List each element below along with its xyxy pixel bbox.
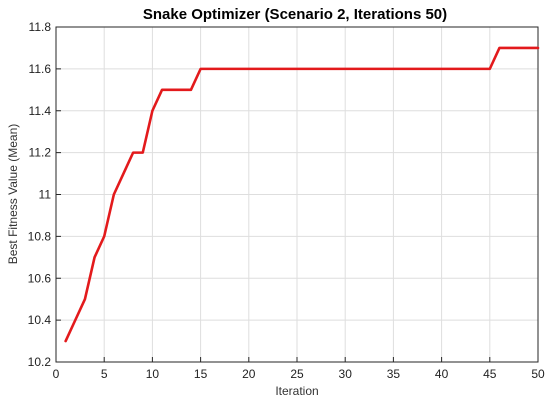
- x-tick-label: 0: [53, 367, 60, 381]
- x-tick-label: 25: [290, 367, 304, 381]
- y-tick-label: 11.4: [29, 104, 52, 118]
- x-tick-label: 20: [242, 367, 256, 381]
- axis-ticks: 0 5 10 15 20 25 30 35 40 45 50 10.2 10.4 10.6 10.8 11 11…: [28, 20, 545, 381]
- y-tick-label: 11: [39, 188, 52, 202]
- x-tick-label: 15: [194, 367, 208, 381]
- chart-title: Snake Optimizer (Scenario 2, Iterations …: [143, 6, 447, 23]
- series-layer: [64, 46, 540, 343]
- x-axis-label: Iteration: [275, 384, 318, 398]
- y-axis-label: Best Fitness Value (Mean): [6, 124, 20, 265]
- grid-lines: [55, 26, 539, 363]
- x-tick-label: 50: [531, 367, 545, 381]
- y-tick-label: 11.2: [29, 146, 52, 160]
- y-tick-label: 10.6: [28, 271, 52, 285]
- y-tick-label: 10.2: [28, 355, 52, 369]
- x-tick-label: 10: [146, 367, 160, 381]
- y-tick-label: 11.8: [29, 20, 52, 34]
- series-line: [64, 46, 540, 343]
- x-tick-label: 5: [101, 367, 108, 381]
- y-tick-label: 10.8: [28, 229, 52, 243]
- y-tick-label: 10.4: [28, 313, 52, 327]
- y-tick-label: 11.6: [29, 62, 52, 76]
- x-tick-label: 35: [387, 367, 401, 381]
- x-tick-label: 30: [339, 367, 353, 381]
- x-tick-label: 40: [435, 367, 449, 381]
- x-tick-label: 45: [483, 367, 497, 381]
